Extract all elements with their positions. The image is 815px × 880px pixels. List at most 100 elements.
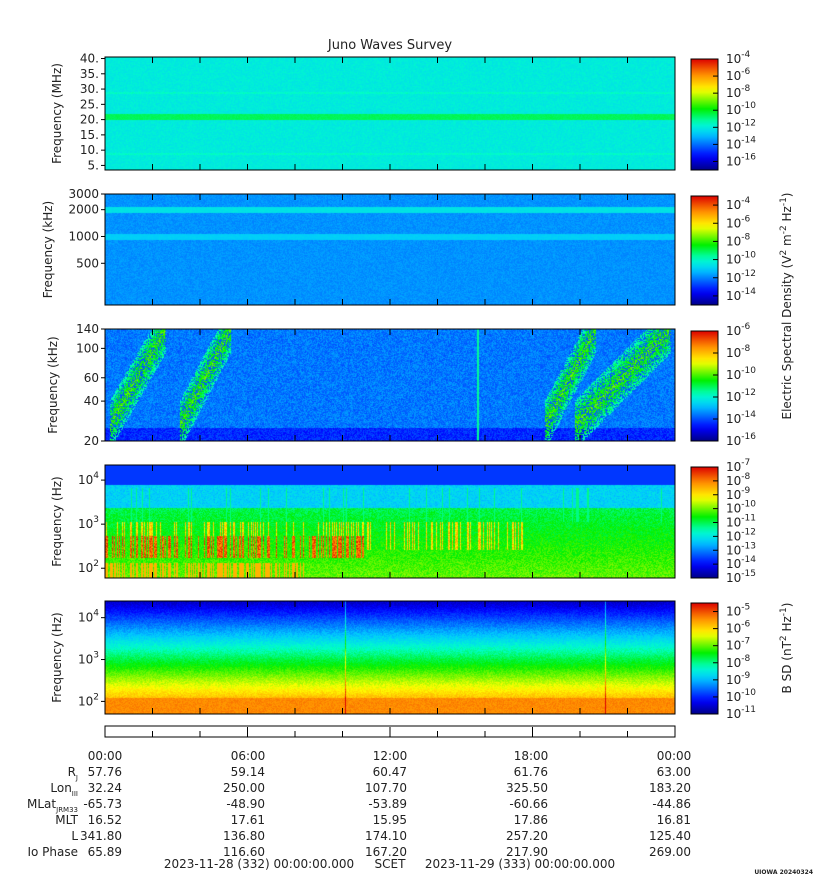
- y-tick-label: 10.: [80, 143, 99, 157]
- colorbar-tick-label: 10-6: [726, 322, 751, 338]
- colorbar-tick-label: 10-15: [726, 569, 756, 585]
- y-tick-exponent: 2: [93, 559, 99, 569]
- y-axis-label: Frequency (kHz): [46, 336, 60, 433]
- time-label: 18:00: [514, 749, 549, 763]
- y-axis-label: Frequency (Hz): [50, 476, 64, 567]
- y-tick-label: 2000: [68, 203, 99, 217]
- colorbar-tick-exponent: -12: [741, 527, 756, 537]
- colorbar-tick-exponent: -15: [741, 569, 756, 579]
- ephemeris-value: 167.20: [365, 845, 407, 859]
- ephemeris-value: -60.66: [509, 797, 548, 811]
- colorbars: 10-410-610-810-1010-1210-1410-1610-410-6…: [690, 50, 794, 721]
- spectrogram-image-1: [105, 57, 675, 170]
- ephemeris-value: 60.47: [373, 765, 407, 779]
- ephemeris-label: LonIII: [50, 781, 78, 798]
- ephemeris-value: 250.00: [223, 781, 265, 795]
- colorbar-tick-exponent: -4: [741, 50, 750, 60]
- y-tick-label: 1000: [68, 229, 99, 243]
- ephemeris-value: 17.61: [231, 813, 265, 827]
- spectrogram-image-2: [105, 194, 675, 305]
- colorbar-tick-label: 10-9: [726, 671, 751, 687]
- time-label: 12:00: [373, 749, 408, 763]
- colorbar-tick-exponent: -10: [741, 101, 756, 111]
- colorbar-tick-label: 10-14: [726, 287, 756, 303]
- colorbar-tick-label: 10-6: [726, 214, 751, 230]
- ephemeris-value: -65.73: [83, 797, 122, 811]
- colorbar-tick-exponent: -14: [741, 555, 756, 565]
- colorbar-tick-exponent: -10: [741, 500, 756, 510]
- y-tick-label: 60: [84, 371, 99, 385]
- ephemeris-value: 17.86: [514, 813, 548, 827]
- y-tick-label: 104: [78, 609, 99, 625]
- ephemeris-value: 269.00: [649, 845, 691, 859]
- y-tick-label: 140: [76, 322, 99, 336]
- y-tick-label: 5.: [88, 158, 99, 172]
- y-tick-label: 30.: [80, 82, 99, 96]
- colorbar-tick-exponent: -6: [741, 322, 750, 332]
- time-label: 06:00: [231, 749, 266, 763]
- electric-spectral-density-label: Electric Spectral Density (V2 m-2 Hz-1): [779, 192, 794, 419]
- colorbar-tick-exponent: -6: [741, 214, 750, 224]
- y-tick-exponent: 4: [93, 609, 99, 619]
- colorbar-tick-exponent: -5: [741, 603, 750, 613]
- ephemeris-value: 59.14: [231, 765, 265, 779]
- time-axis: 00:00 06:00 12:00 18:00 00:00: [88, 725, 692, 763]
- y-tick-label: 20.: [80, 113, 99, 127]
- y-tick-label: 102: [78, 692, 99, 708]
- ephemeris-value: 15.95: [373, 813, 407, 827]
- ephemeris-value: -44.86: [652, 797, 691, 811]
- colorbar-tick-label: 10-12: [726, 118, 756, 134]
- colorbar-tick-label: 10-14: [726, 135, 756, 151]
- time-range-start: 2023-11-28 (332) 00:00:00.000: [164, 857, 354, 871]
- colorbar-tick-label: 10-16: [726, 432, 756, 448]
- colorbar-tick-exponent: -7: [741, 637, 750, 647]
- ephemeris-value: 257.20: [506, 829, 548, 843]
- colorbar-tick-exponent: -8: [741, 232, 750, 242]
- spectrogram-panel-3: 20 40 60 100 140 Frequency (kHz): [46, 322, 676, 448]
- y-tick-label: 40: [84, 394, 99, 408]
- y-tick-label: 500: [76, 256, 99, 270]
- colorbar-3: 10-6 10-8 10-10 10-12 10-14 10-16: [690, 322, 756, 448]
- colorbar-4: 10-710-810-910-1010-1110-1210-1310-1410-…: [690, 458, 756, 585]
- colorbar-tick-label: 10-4: [726, 50, 751, 66]
- colorbar-rect-3: [690, 330, 719, 442]
- time-range-end: 2023-11-29 (333) 00:00:00.000: [425, 857, 615, 871]
- time-label: 00:00: [88, 749, 123, 763]
- colorbar-tick-label: 10-8: [726, 344, 751, 360]
- colorbar-tick-exponent: -14: [741, 410, 756, 420]
- ephemeris-label-sub: J: [75, 774, 78, 782]
- colorbar-tick-label: 10-10: [726, 101, 756, 117]
- y-tick-label: 103: [78, 651, 99, 667]
- colorbar-tick-label: 10-4: [726, 196, 751, 212]
- ephemeris-label: MLatJRM33: [27, 797, 78, 814]
- spectrogram-image-4: [105, 465, 675, 578]
- colorbar-tick-label: 10-5: [726, 603, 750, 619]
- colorbar-tick-exponent: -9: [741, 486, 750, 496]
- ephemeris-value: 32.24: [88, 781, 122, 795]
- ephemeris-value: 16.81: [657, 813, 691, 827]
- ephemeris-label: MLT: [55, 813, 78, 827]
- y-tick-exponent: 3: [93, 651, 99, 661]
- ephemeris-value: 57.76: [88, 765, 122, 779]
- y-tick-label: 100: [76, 341, 99, 355]
- colorbar-tick-exponent: -7: [741, 458, 750, 468]
- ephemeris-value: 65.89: [88, 845, 122, 859]
- colorbar-tick-label: 10-6: [726, 67, 751, 83]
- y-tick-exponent: 4: [93, 471, 99, 481]
- ephemeris-label: RJ: [68, 765, 78, 782]
- ephemeris-value: 341.80: [80, 829, 122, 843]
- colorbar-tick-label: 10-6: [726, 620, 751, 636]
- colorbar-rect-2: [690, 195, 719, 306]
- colorbar-tick-label: 10-16: [726, 152, 756, 168]
- time-label: 00:00: [657, 749, 692, 763]
- spectrogram-image-3: [105, 329, 675, 441]
- colorbar-tick-exponent: -14: [741, 135, 756, 145]
- y-tick-label: 40.: [80, 52, 99, 66]
- colorbar-tick-exponent: -16: [741, 432, 756, 442]
- colorbar-tick-label: 10-12: [726, 388, 756, 404]
- y-tick-exponent: 3: [93, 515, 99, 525]
- colorbar-tick-label: 10-8: [726, 232, 751, 248]
- production-stamp: UIOWA 20240324: [754, 869, 813, 876]
